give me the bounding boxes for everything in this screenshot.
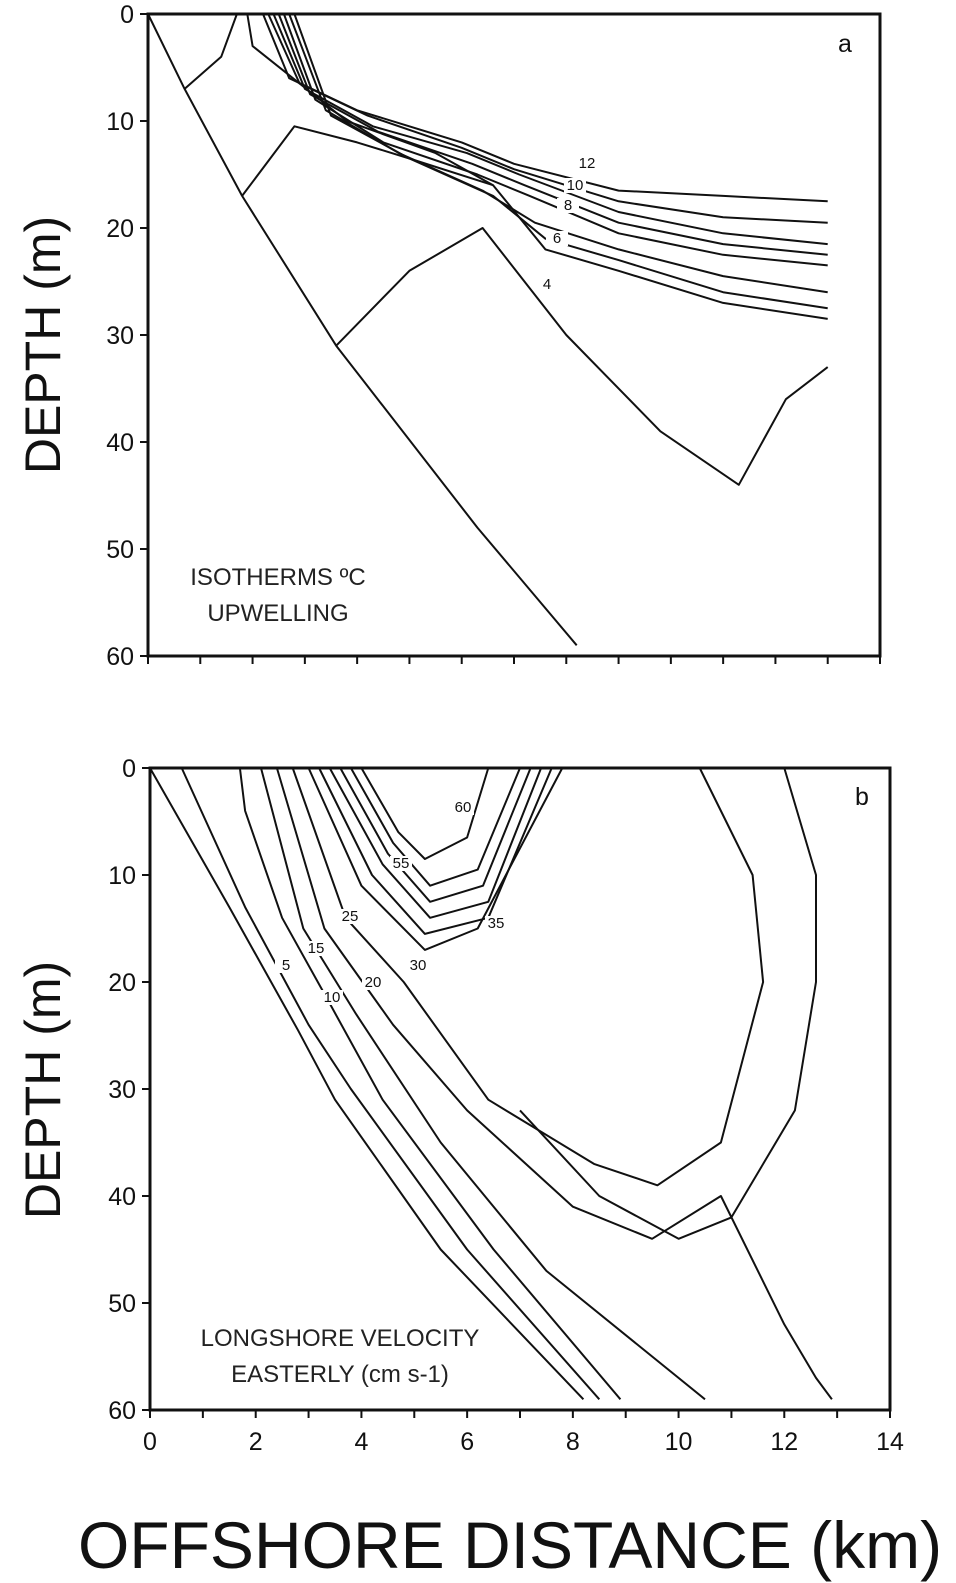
contour-label: 25	[342, 908, 359, 925]
contour-label-bg	[339, 909, 361, 924]
contour-label-bg	[275, 958, 297, 973]
contour-label-bg	[485, 916, 507, 931]
contour-line	[291, 767, 765, 1187]
contour-line	[238, 767, 622, 1400]
contour-label-bg	[362, 975, 384, 990]
x-tick-label: 2	[249, 1428, 263, 1456]
contour-label: 10	[324, 989, 341, 1006]
panel-letter: b	[855, 783, 869, 811]
y-tick-label: 40	[106, 429, 134, 457]
y-tick-label: 60	[106, 643, 134, 671]
y-tick-label: 30	[106, 322, 134, 350]
x-tick-label: 8	[566, 1428, 580, 1456]
x-tick-label: 10	[665, 1428, 693, 1456]
contour-line	[282, 13, 828, 267]
panel-annotation: EASTERLY (cm s-1)	[231, 1361, 449, 1388]
contour-line	[293, 13, 828, 310]
contour-line	[335, 227, 829, 486]
contour-label: 8	[564, 197, 572, 214]
y-tick-label: 10	[106, 108, 134, 136]
contour-line	[260, 767, 706, 1401]
seafloor-line	[147, 13, 578, 646]
contour-line	[180, 767, 601, 1400]
panel-annotation: LONGSHORE VELOCITY	[201, 1325, 480, 1352]
contour-label: 60	[455, 799, 472, 816]
contour-line	[241, 125, 494, 197]
contour-line	[360, 767, 490, 860]
contour-label-bg	[390, 856, 412, 871]
y-axis-label-b: DEPTH (m)	[15, 961, 71, 1219]
contour-line	[288, 13, 828, 294]
contour-line	[350, 767, 521, 887]
contour-line	[275, 767, 833, 1400]
panel-letter: a	[838, 30, 852, 58]
contour-label-bg	[407, 958, 429, 973]
x-tick-label: 4	[354, 1428, 368, 1456]
y-tick-label: 20	[106, 215, 134, 243]
panel-a: 0 10 20 30 40 50 60 12 10 86 4 ISOTHERMS ºC UPWELLIN…	[106, 1, 882, 671]
contour-line	[246, 13, 828, 320]
contour-label: 20	[365, 974, 382, 991]
contour-label-bg	[321, 990, 343, 1005]
x-tick-label: 12	[770, 1428, 798, 1456]
y-tick-label: 30	[108, 1076, 136, 1104]
y-tick-label: 0	[122, 755, 136, 783]
panel-annotation: UPWELLING	[207, 600, 348, 627]
x-tick-label: 6	[460, 1428, 474, 1456]
y-tick-label: 0	[120, 1, 134, 29]
contour-line	[328, 767, 543, 919]
x-tick-label: 14	[876, 1428, 904, 1456]
x-axis-label: OFFSHORE DISTANCE (km)	[78, 1508, 942, 1582]
contour-label: 55	[393, 855, 410, 872]
contour-label: 10	[567, 177, 584, 194]
y-tick-label: 50	[106, 536, 134, 564]
panel-annotation: ISOTHERMS ºC	[190, 564, 365, 591]
contour-line	[272, 13, 828, 246]
contour-label: 35	[488, 915, 505, 932]
y-tick-label: 10	[108, 862, 136, 890]
y-tick-label: 60	[108, 1397, 136, 1425]
contour-label-bg	[452, 800, 474, 815]
contour-line	[318, 767, 553, 935]
x-tick-label: 0	[143, 1428, 157, 1456]
contour-label: 15	[308, 940, 325, 957]
contour-label: 4	[543, 276, 551, 293]
contour-label-bg	[305, 941, 327, 956]
contour-label: 30	[410, 957, 427, 974]
plot-frame	[146, 12, 882, 658]
y-tick-label: 50	[108, 1290, 136, 1318]
contour-label: 6	[553, 230, 561, 247]
contour-label-bg	[576, 156, 598, 171]
y-axis-label-a: DEPTH (m)	[15, 216, 71, 474]
contour-line	[339, 767, 532, 903]
y-tick-label: 20	[108, 969, 136, 997]
contour-label: 5	[282, 957, 290, 974]
contour-label-bg	[546, 231, 568, 246]
contour-line	[149, 767, 585, 1400]
contour-label-bg	[564, 178, 586, 193]
contour-label: 12	[579, 155, 596, 172]
y-tick-label: 40	[108, 1183, 136, 1211]
contour-line	[519, 767, 817, 1240]
contour-label-bg	[557, 198, 579, 213]
contour-label-bg	[536, 277, 558, 292]
